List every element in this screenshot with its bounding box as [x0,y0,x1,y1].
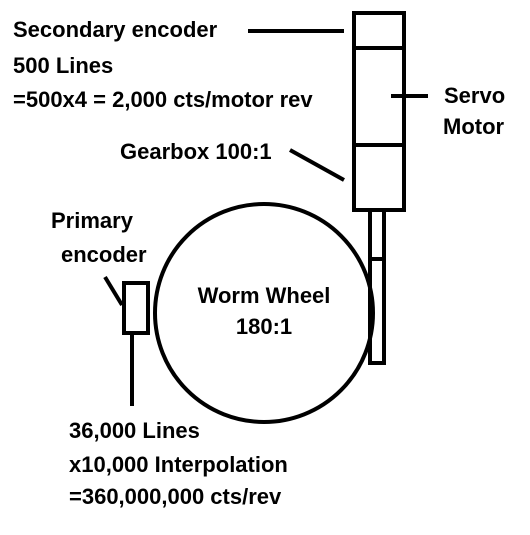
secondary-encoder-title: Secondary encoder [13,17,218,42]
gearbox-label: Gearbox 100:1 [120,139,272,164]
primary-encoder-label-line1: Primary [51,208,133,233]
primary-specs-counts: =360,000,000 cts/rev [69,484,282,509]
motor-body [352,11,406,212]
primary-specs-lines: 36,000 Lines [69,418,200,443]
servo-motor-label-line2: Motor [443,114,505,139]
worm-wheel-label-line2: 180:1 [235,314,293,339]
primary-specs-interpolation: x10,000 Interpolation [69,452,288,477]
gearbox-leader [289,148,345,182]
worm-shaft [368,208,386,365]
primary-encoder-leader [103,275,124,307]
secondary-encoder-counts: =500x4 = 2,000 cts/motor rev [13,87,313,112]
worm-wheel [153,202,375,424]
primary-encoder-label-line2: encoder [61,242,147,267]
servo-motor-label-line1: Servo [444,83,506,108]
primary-encoder-box [122,281,150,335]
secondary-encoder-lines: 500 Lines [13,53,114,78]
worm-wheel-label-line1: Worm Wheel [197,283,331,308]
